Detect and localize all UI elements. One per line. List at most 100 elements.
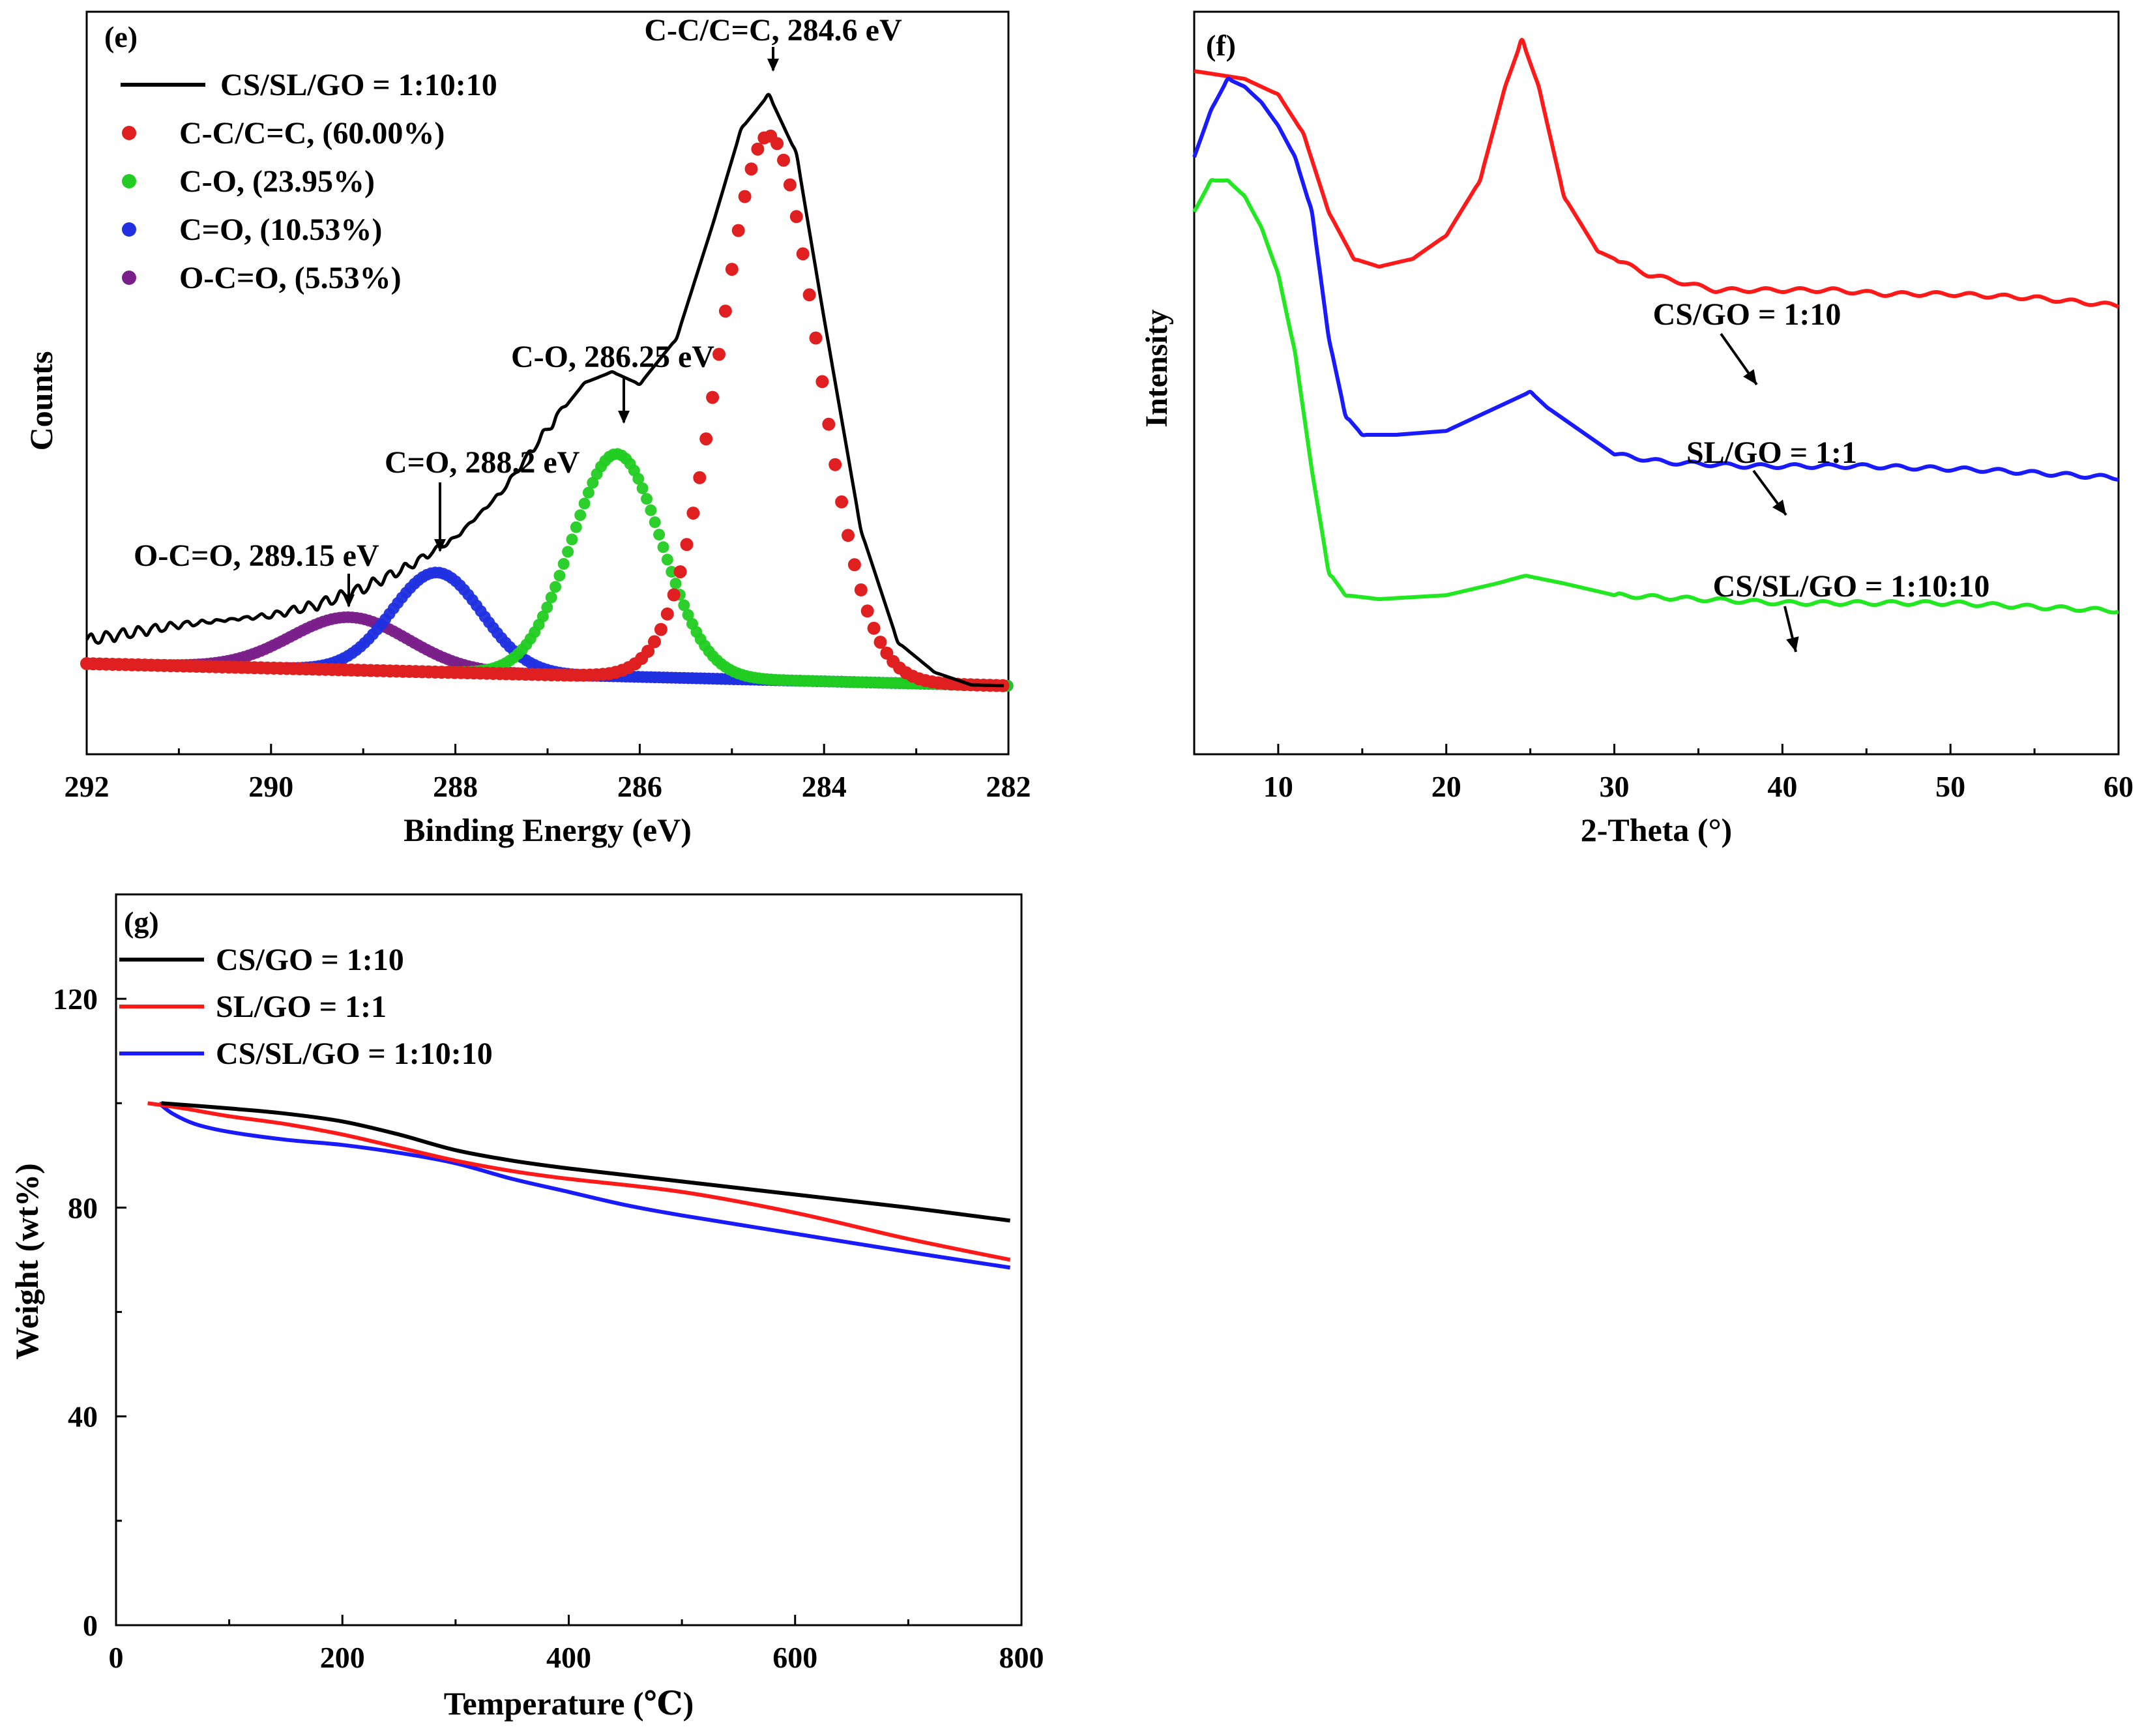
data-point-e [802,288,816,302]
data-point-e [822,417,836,431]
series-f-line-0 [1194,37,2120,309]
data-point-e [725,263,739,276]
y-tick-label-g-40: 40 [68,1400,98,1434]
y-tick-label-g-0: 0 [83,1609,98,1642]
data-point-e [815,375,829,389]
x-tick-label-f-60: 60 [2104,770,2134,803]
x-tick-label-f-40: 40 [1767,770,1797,803]
legend-g-label-2: CS/SL/GO = 1:10:10 [216,1037,493,1071]
legend-e-marker-4 [122,271,136,285]
x-tick-label-g-800: 800 [999,1641,1044,1674]
data-point-e [587,477,599,489]
data-point-e [682,609,694,621]
data-point-e [842,529,855,542]
legend-e-label-0: CS/SL/GO = 1:10:10 [220,68,497,102]
data-point-e [789,210,803,224]
data-point-e [678,599,690,611]
data-point-e [777,153,790,167]
data-point-e [796,247,810,261]
y-axis-label-g: Weight (wt%) [8,1163,45,1359]
series-e-envelope-line [85,93,1004,688]
label-arrowhead-f-1 [1772,499,1786,515]
data-point-e [550,581,561,593]
annotation-arrowhead-e-1 [618,411,630,424]
panel-label-e: (e) [104,20,138,53]
plot-frame-f [1193,10,2120,756]
label-arrowhead-f-2 [1786,636,1799,652]
data-point-e [582,486,594,499]
series-label-f-1: SL/GO = 1:1 [1686,435,1857,470]
data-point-e [657,541,669,553]
x-tick-label-g-200: 200 [320,1641,365,1674]
legend-g-label-1: SL/GO = 1:1 [216,990,387,1024]
data-point-e [669,578,682,590]
data-point-e [553,570,566,581]
panel-label-g: (g) [124,905,159,939]
data-point-e [574,509,587,522]
data-point-e [867,621,881,635]
x-tick-label-f-30: 30 [1600,770,1630,803]
y-axis-label-f: Intensity [1139,309,1174,427]
series-g-line-1 [147,1101,1011,1262]
annotation-e-2: C=O, 288.2 eV [385,445,580,480]
data-point-e [686,507,700,520]
data-point-e [835,495,849,508]
x-axis-label-g: Temperature (℃) [444,1685,694,1722]
data-point-e [731,224,745,237]
x-tick-label-e-284: 284 [802,770,847,803]
legend-e-marker-2 [122,174,136,188]
legend-e-label-1: C-C/C=C, (60.00%) [179,116,445,151]
y-tick-label-g-80: 80 [68,1191,98,1224]
annotation-arrowhead-e-2 [434,539,446,552]
x-tick-label-e-286: 286 [617,770,662,803]
data-point-e [699,432,713,446]
legend-e-marker-3 [122,222,136,237]
annotation-e-1: C-O, 286.25 eV [511,340,714,374]
series-label-f-2: CS/SL/GO = 1:10:10 [1713,569,1990,604]
x-tick-label-e-282: 282 [986,770,1031,803]
data-point-e [541,601,553,613]
data-point-e [636,482,649,494]
data-point-e [562,546,574,558]
series-g-line-2 [158,1101,1011,1270]
data-point-e [854,583,868,596]
data-point-e [706,390,720,404]
data-point-e [751,142,765,156]
x-tick-label-e-290: 290 [248,770,293,803]
x-axis-label-e: Binding Energy (eV) [403,812,692,848]
legend-e-label-3: C=O, (10.53%) [179,213,382,247]
x-tick-label-e-292: 292 [65,770,110,803]
data-point-e [783,178,797,192]
series-f-line-2 [1192,178,2119,615]
data-point-e [578,497,591,510]
legend-e-label-2: C-O, (23.95%) [179,164,375,199]
data-point-e [654,623,668,636]
panel-label-f: (f) [1206,29,1236,62]
x-tick-label-f-20: 20 [1431,770,1461,803]
data-point-e [744,162,758,176]
y-axis-label-e: Counts [23,351,59,451]
data-point-e [829,458,842,471]
data-point-e [632,473,645,485]
data-point-e [738,190,752,203]
x-tick-label-g-600: 600 [772,1641,817,1674]
legend-g-label-0: CS/GO = 1:10 [216,943,404,977]
label-arrowhead-f-0 [1743,369,1757,385]
data-point-e [648,635,661,649]
data-point-e [673,565,687,579]
x-tick-label-g-0: 0 [109,1641,124,1674]
x-tick-label-f-10: 10 [1263,770,1293,803]
data-point-e [660,607,674,621]
x-axis-label-f: 2-Theta (°) [1581,812,1732,848]
data-point-e [661,553,673,566]
data-point-e [847,558,861,572]
data-point-e [693,471,707,484]
annotation-arrowhead-e-3 [343,595,355,608]
annotation-e-3: O-C=O, 289.15 eV [134,538,379,573]
data-point-e [545,591,557,604]
data-point-e [680,538,694,552]
legend-e-marker-1 [122,126,136,140]
x-tick-label-f-50: 50 [1935,770,1965,803]
series-label-f-0: CS/GO = 1:10 [1653,297,1841,332]
